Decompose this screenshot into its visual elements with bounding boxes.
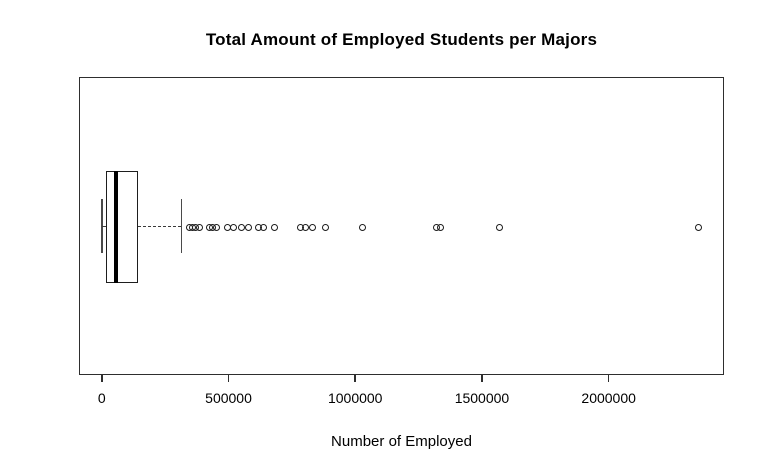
upper-whisker-cap	[180, 199, 183, 253]
outlier-point	[260, 223, 268, 231]
median-line	[114, 171, 119, 283]
x-axis-label: Number of Employed	[331, 433, 472, 450]
x-tick-mark	[227, 375, 230, 382]
chart-title: Total Amount of Employed Students per Ma…	[205, 30, 598, 49]
outlier-point	[238, 223, 246, 231]
outlier-point	[437, 223, 445, 231]
outlier-point	[694, 223, 702, 231]
outlier-point	[496, 223, 504, 231]
outlier-point	[359, 223, 367, 231]
x-tick-mark	[607, 375, 610, 382]
outlier-point	[271, 223, 279, 231]
outlier-point	[196, 223, 204, 231]
outlier-point	[322, 223, 330, 231]
upper-whisker-line	[138, 226, 182, 227]
x-tick-label: 0	[97, 390, 106, 406]
outlier-point	[213, 223, 221, 231]
x-tick-label: 1000000	[327, 390, 383, 406]
lower-whisker-line	[101, 226, 107, 227]
x-tick-mark	[354, 375, 356, 382]
x-tick-mark	[101, 375, 103, 382]
outlier-point	[230, 223, 238, 231]
boxplot-box	[106, 171, 139, 283]
x-tick-mark	[481, 375, 483, 382]
x-tick-label: 2000000	[581, 390, 636, 406]
outlier-point	[302, 223, 310, 231]
plot-area	[79, 77, 724, 375]
x-tick-label: 500000	[205, 390, 252, 406]
outlier-point	[245, 223, 253, 231]
x-tick-label: 1500000	[454, 390, 510, 406]
outlier-point	[309, 223, 317, 231]
